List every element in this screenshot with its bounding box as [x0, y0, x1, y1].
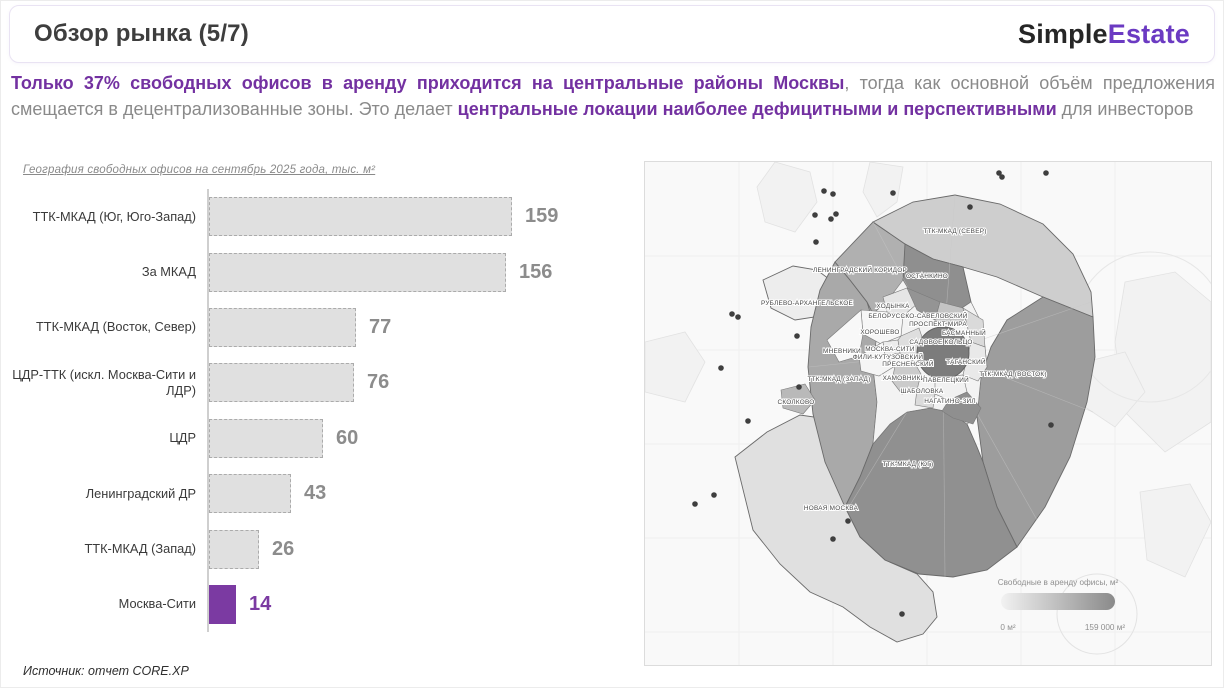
chart-bar	[209, 197, 512, 237]
map-region-label: ТТК-МКАД (ВОСТОК)	[979, 371, 1047, 378]
map-region-mnevniki	[826, 309, 864, 363]
map-region-sadovoe-koltso	[916, 326, 970, 380]
map-ring-sectors	[807, 194, 1096, 578]
subtitle: Только 37% свободных офисов в аренду при…	[11, 71, 1215, 123]
chart-row: ЦДР-ТТК (искл. Москва-Сити и ЛДР) 76	[11, 355, 639, 411]
chart-bar	[209, 252, 506, 292]
subtitle-emphasis: центральные локации наиболее дефицитными…	[457, 98, 1057, 119]
bar-chart: География свободных офисов на сентябрь 2…	[11, 164, 639, 633]
chart-value-label: 159	[525, 205, 559, 228]
chart-row: Ленинградский ДР 43	[11, 465, 639, 522]
chart-bar-zone: 14	[207, 576, 639, 633]
map-region-label: ШАБОЛОВКА	[901, 388, 944, 395]
chart-row: ЦДР 60	[11, 410, 639, 466]
header: Обзор рынка (5/7) SimpleEstate	[9, 5, 1215, 63]
logo-part-estate: Estate	[1107, 18, 1190, 49]
chart-value-label: 43	[304, 482, 327, 505]
chart-category-label: Ленинградский ДР	[85, 485, 196, 501]
map-region-label: МОСКВА-СИТИ	[865, 346, 915, 353]
chart-bar	[209, 307, 356, 347]
chart-category-label: ЦДР	[169, 430, 196, 446]
moscow-map: ТТК-МКАД (СЕВЕР) ЛЕНИНГРАДСКИЙ КОРИДОР ОСТ…	[644, 161, 1212, 666]
map-legend-title: Свободные в аренду офисы, м²	[998, 578, 1119, 587]
chart-bar-zone: 26	[207, 521, 639, 577]
chart-bar-zone: 76	[207, 355, 639, 411]
chart-value-label: 26	[272, 537, 295, 560]
chart-bar-zone: 43	[207, 465, 639, 522]
map-region-label: БЕЛОРУССКО-САВЕЛОВСКИЙ	[868, 311, 967, 320]
map-region-label: НАГАТИНО-ЗИЛ	[924, 398, 976, 405]
map-region-label: ЛЕНИНГРАДСКИЙ КОРИДОР	[813, 265, 907, 274]
subtitle-text: для инвесторов	[1056, 98, 1194, 119]
chart-category-label: ТТК-МКАД (Юг, Юго-Запад)	[32, 208, 196, 224]
chart-rows: ТТК-МКАД (Юг, Юго-Запад) 159 За МКАД 156 ТТК…	[11, 189, 639, 633]
map-region-label: ТАГАНСКИЙ	[946, 357, 986, 366]
subtitle-emphasis: Только 37% свободных офисов в аренду при…	[11, 73, 845, 93]
chart-bar-zone: 77	[207, 299, 639, 356]
map-region-labels: ТТК-МКАД (СЕВЕР) ЛЕНИНГРАДСКИЙ КОРИДОРОСТ…	[760, 227, 1048, 513]
chart-bar-zone: 159	[207, 189, 639, 245]
map-region-skolkovo	[780, 383, 816, 415]
chart-value-label: 14	[249, 592, 272, 615]
chart-category-label: Москва-Сити	[118, 596, 196, 612]
subtitle-text: , тогда как основной объём предложения с…	[11, 73, 1216, 119]
map-region-khodynka	[882, 287, 918, 317]
chart-bar	[209, 418, 323, 458]
map-region-label: НОВАЯ МОСКВА	[804, 505, 859, 512]
logo: SimpleEstate	[1018, 19, 1190, 50]
map-region-label: ТТК-МКАД (СЕВЕР)	[923, 228, 986, 235]
page-title: Обзор рынка (5/7)	[34, 20, 249, 47]
chart-row: ТТК-МКАД (Юг, Юго-Запад) 159	[11, 189, 639, 245]
map-legend: Свободные в аренду офисы, м² 0 м² 159 00…	[998, 578, 1126, 632]
map-region-label: ХОРОШЕВО	[860, 329, 899, 336]
map-region-label: ТТК-МКАД (ЮГ)	[883, 461, 934, 468]
map-region-label: ПРОСПЕКТ МИРА	[909, 321, 967, 328]
chart-category-label: ТТК-МКАД (Восток, Север)	[35, 319, 196, 335]
chart-bar	[209, 584, 236, 624]
chart-value-label: 77	[369, 315, 392, 338]
map-region-label: МНЕВНИКИ	[823, 348, 861, 355]
map-region-prospekt-mira	[934, 301, 968, 326]
map-region-label: СКОЛКОВО	[777, 399, 814, 406]
chart-row: За МКАД 156	[11, 244, 639, 300]
map-svg: ТТК-МКАД (СЕВЕР) ЛЕНИНГРАДСКИЙ КОРИДОРОСТ…	[645, 162, 1211, 665]
chart-value-label: 156	[519, 260, 553, 283]
map-region-label: ФИЛИ-КУТУЗОВСКИЙ	[853, 352, 924, 361]
map-region-label: САДОВОЕ КОЛЬЦО	[909, 339, 972, 346]
map-region-label: БАСМАННЫЙ	[942, 328, 986, 337]
chart-row: ТТК-МКАД (Восток, Север) 77	[11, 299, 639, 356]
map-region-label: ТТК-МКАД (ЗАПАД)	[808, 376, 871, 383]
source-note: Источник: отчет CORE.XP	[23, 664, 189, 678]
chart-row: ТТК-МКАД (Запад) 26	[11, 521, 639, 577]
map-region-label: ПАВЕЛЕЦКИЙ	[923, 375, 969, 384]
chart-category-label: ТТК-МКАД (Запад)	[84, 541, 196, 557]
chart-row: Москва-Сити 14	[11, 576, 639, 633]
map-region-nagatino-zil	[941, 391, 982, 425]
map-legend-max: 159 000 м²	[1085, 623, 1125, 632]
chart-bar-zone: 60	[207, 410, 639, 466]
chart-category-label: За МКАД	[141, 264, 196, 280]
map-office-dots	[692, 170, 1054, 617]
map-region-label: ПРЕСНЕНСКИЙ	[882, 359, 934, 368]
chart-category-label: ЦДР-ТТК (искл. Москва-Сити и ЛДР)	[12, 366, 196, 398]
map-region-label: РУБЛЕВО-АРХАНГЕЛЬСКОЕ	[761, 300, 853, 307]
chart-bar	[209, 363, 354, 403]
map-legend-min: 0 м²	[1000, 623, 1015, 632]
map-surroundings	[645, 162, 1211, 655]
chart-value-label: 76	[367, 371, 390, 394]
map-region-shabolovka	[914, 389, 936, 409]
chart-value-label: 60	[336, 426, 359, 449]
map-legend-gradient-bar	[1001, 593, 1115, 610]
map-region-label: ХОДЫНКА	[876, 303, 910, 310]
chart-title: География свободных офисов на сентябрь 2…	[23, 164, 376, 176]
map-region-label: ХАМОВНИКИ	[883, 375, 926, 382]
logo-part-simple: Simple	[1018, 18, 1108, 49]
map-central-districts	[780, 279, 988, 445]
chart-bar	[209, 474, 291, 514]
map-region-label: ОСТАНКИНО	[906, 273, 948, 280]
chart-bar-zone: 156	[207, 244, 639, 300]
chart-bar	[209, 529, 259, 569]
